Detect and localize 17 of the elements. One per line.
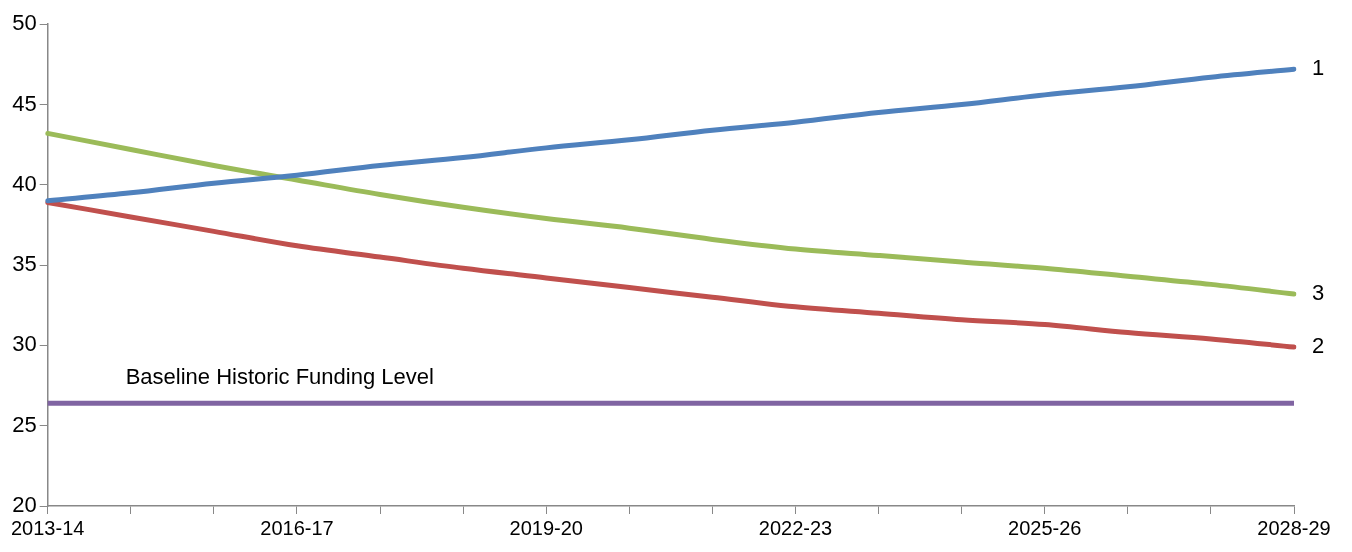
y-tick-label: 35 <box>12 251 37 277</box>
x-tick-label: 2025-26 <box>1008 516 1082 539</box>
y-tick-label: 20 <box>12 492 37 518</box>
y-tick-label: 25 <box>12 411 37 437</box>
y-tick-label: 50 <box>12 10 37 36</box>
x-tick-label: 2016-17 <box>260 516 334 539</box>
y-tick-label: 30 <box>12 331 37 357</box>
y-tick-label: 45 <box>12 90 37 116</box>
series-label: 1 <box>1312 55 1325 81</box>
y-tick-label: 40 <box>12 170 37 196</box>
x-tick-label: 2019-20 <box>509 516 583 539</box>
x-tick-label: 2013-14 <box>11 516 85 539</box>
series-label: 3 <box>1312 280 1325 306</box>
series-label: 2 <box>1312 333 1325 359</box>
ref-line-label: Baseline Historic Funding Level <box>125 364 434 390</box>
x-tick-label: 2022-23 <box>758 516 833 539</box>
x-tick-label: 2028-29 <box>1257 516 1331 539</box>
